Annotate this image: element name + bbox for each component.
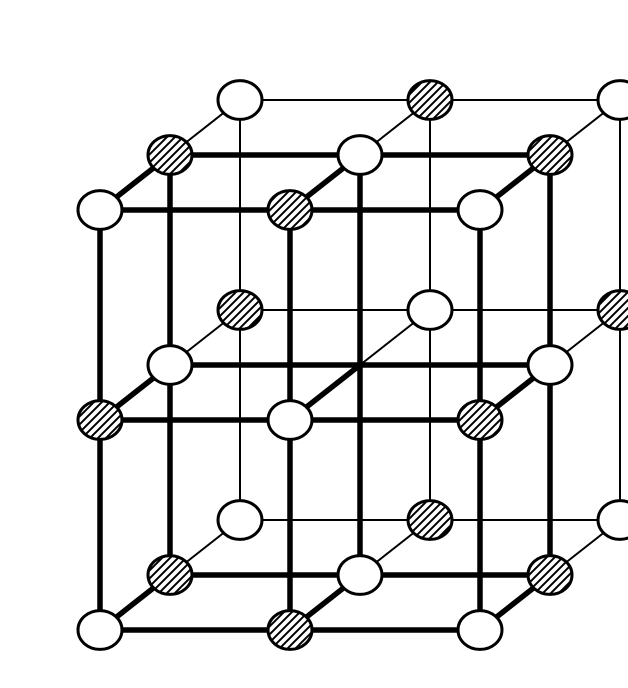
atom-open xyxy=(338,136,382,175)
atom-open xyxy=(148,346,192,385)
atom-open xyxy=(528,346,572,385)
atom-shaded xyxy=(598,291,628,330)
atom-open xyxy=(218,501,262,540)
crystal-lattice-diagram xyxy=(0,0,628,688)
atom-shaded xyxy=(268,611,312,650)
atom-open xyxy=(458,611,502,650)
atom-open xyxy=(218,81,262,120)
atom-shaded xyxy=(148,556,192,595)
atom-open xyxy=(268,401,312,440)
atom-open xyxy=(598,501,628,540)
atom-shaded xyxy=(148,136,192,175)
atom-shaded xyxy=(408,81,452,120)
atom-shaded xyxy=(458,401,502,440)
atom-shaded xyxy=(528,136,572,175)
atom-open xyxy=(598,81,628,120)
atom-shaded xyxy=(268,191,312,230)
atom-open xyxy=(458,191,502,230)
atom-shaded xyxy=(78,401,122,440)
atom-shaded xyxy=(528,556,572,595)
atom-shaded xyxy=(408,501,452,540)
atom-open xyxy=(408,291,452,330)
atom-open xyxy=(338,556,382,595)
atom-shaded xyxy=(218,291,262,330)
atom-open xyxy=(78,611,122,650)
atom-open xyxy=(78,191,122,230)
